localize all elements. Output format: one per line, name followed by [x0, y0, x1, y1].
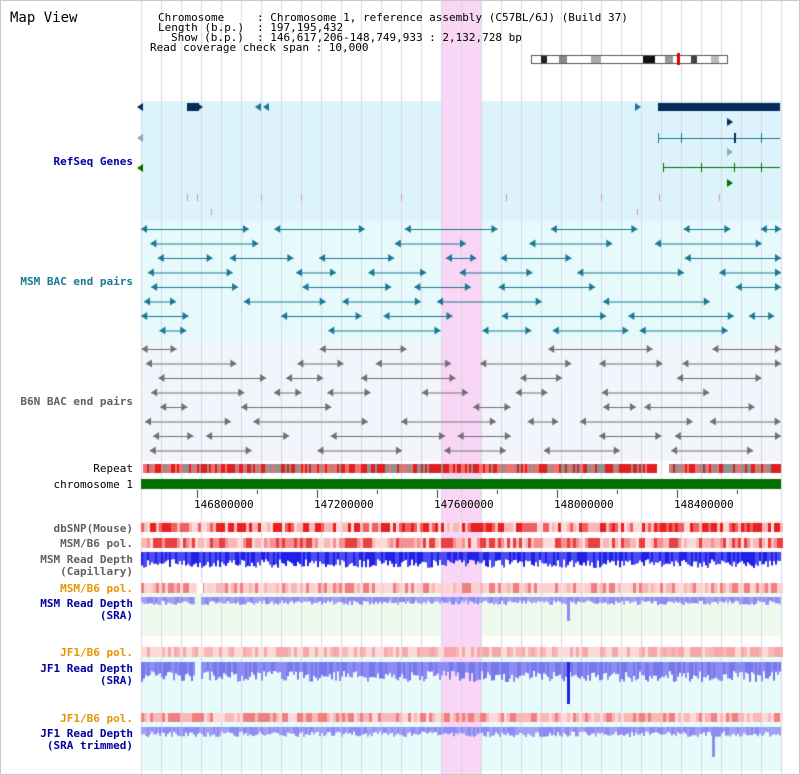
- axis-tick-label: 148400000: [674, 498, 734, 511]
- track-label-dbsnp[interactable]: dbSNP(Mouse): [53, 522, 133, 535]
- axis-tick-label: 146800000: [194, 498, 254, 511]
- track-label-repeat[interactable]: Repeat: [93, 462, 133, 475]
- track-label-chromosome[interactable]: chromosome 1: [53, 478, 133, 491]
- axis-tick-label: 148000000: [554, 498, 614, 511]
- track-label-msm-pol-1[interactable]: MSM/B6 pol.: [60, 537, 133, 550]
- track-label-msm-depth-sra-2: (SRA): [99, 609, 133, 622]
- track-label-msm-depth-cap-2: (Capillary): [60, 565, 133, 578]
- app-title: Map View: [10, 10, 78, 26]
- chromosome-value: : Chromosome 1, reference assembly (C57B…: [257, 11, 628, 24]
- show-key: Show (b.p.): [171, 31, 244, 44]
- track-label-jf1-depth-1[interactable]: JF1 Read Depth: [40, 662, 133, 675]
- track-label-jf1-pol-1[interactable]: JF1/B6 pol.: [60, 646, 133, 659]
- track-label-jf1-trim-2: (SRA trimmed): [46, 739, 133, 752]
- axis-tick-label: 147200000: [314, 498, 374, 511]
- track-label-msm-depth-sra-1[interactable]: MSM Read Depth: [40, 597, 133, 610]
- length-value: : 197,195,432: [257, 21, 344, 34]
- track-label-msm-depth-cap-1[interactable]: MSM Read Depth: [40, 553, 133, 566]
- track-label-jf1-pol-2[interactable]: JF1/B6 pol.: [60, 712, 133, 725]
- track-label-jf1-trim-1[interactable]: JF1 Read Depth: [40, 727, 133, 740]
- track-label-msm-bac[interactable]: MSM BAC end pairs: [20, 275, 133, 288]
- track-label-refseq[interactable]: RefSeq Genes: [53, 155, 133, 168]
- track-label-b6n-bac[interactable]: B6N BAC end pairs: [20, 395, 133, 408]
- chromosome-key: Chromosome: [158, 11, 225, 24]
- track-label-msm-pol-2[interactable]: MSM/B6 pol.: [60, 582, 133, 595]
- show-value: : 146,617,206-148,749,933 : 2,132,728 bp: [257, 31, 522, 44]
- coverage-span: Read coverage check span : 10,000: [150, 41, 369, 54]
- length-key: Length (b.p.): [158, 21, 245, 34]
- axis-tick-label: 147600000: [434, 498, 494, 511]
- track-label-jf1-depth-2: (SRA): [99, 674, 133, 687]
